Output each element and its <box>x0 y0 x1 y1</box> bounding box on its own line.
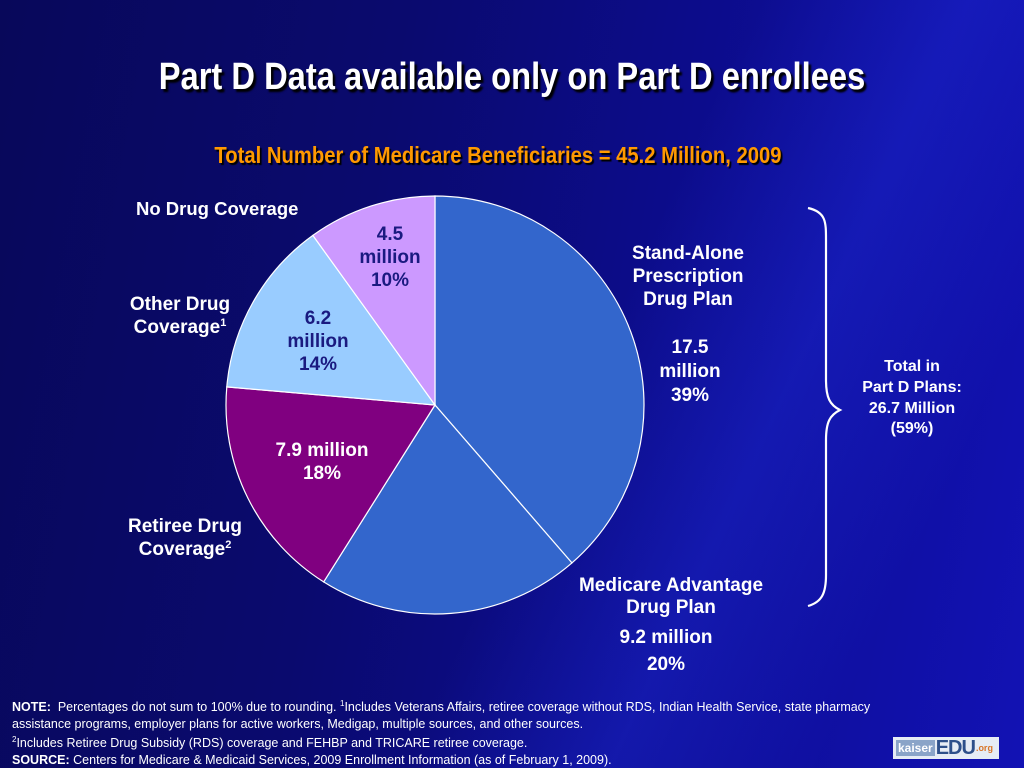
pie-slice-medicare-advantage-drug-plan <box>322 403 573 615</box>
footnote-1-marker: 1 <box>220 316 227 329</box>
fn1-text: Includes Veterans Affairs, retiree cover… <box>12 700 871 731</box>
label-sa-line3: Drug Plan <box>643 288 733 310</box>
label-retiree-drug-coverage: Retiree Drug Coverage2 <box>110 516 260 562</box>
pie-slice-no-drug-coverage <box>312 195 436 407</box>
label-ma-line1: Medicare Advantage <box>578 575 764 596</box>
brace <box>807 206 843 608</box>
label-medicare-advantage: Medicare Advantage Drug Plan <box>556 575 786 620</box>
logo-kaiser: kaiser <box>896 740 935 756</box>
pie-slice-other-drug-coverage <box>226 234 437 406</box>
annotation-line1: Total in <box>884 358 940 375</box>
value-sa-line1: 17.5 <box>671 337 709 358</box>
pie-slice-stand-alone-prescription-drug-plan <box>434 195 645 564</box>
value-other-drug-coverage: 6.2 million 14% <box>272 308 364 376</box>
label-sa-line1: Stand-Alone <box>632 243 744 264</box>
fn2-mark: 2 <box>12 735 17 744</box>
annotation-line2: Part D Plans: <box>862 378 962 396</box>
part-d-total-annotation: Total in Part D Plans: 26.7 Million (59%… <box>842 357 982 440</box>
fn1-mark: 1 <box>340 699 345 708</box>
footnotes: NOTE: Percentages do not sum to 100% due… <box>12 696 872 768</box>
annotation-line4: (59%) <box>890 420 934 438</box>
value-ma: 9.2 million <box>619 627 713 648</box>
label-retiree-line2: Coverage <box>138 538 226 560</box>
percent-no: 10% <box>370 269 410 291</box>
percent-sa: 39% <box>670 384 710 406</box>
label-stand-alone-pdp: Stand-Alone Prescription Drug Plan <box>608 243 768 311</box>
label-ma-line2: Drug Plan <box>626 597 716 619</box>
chart-title: Total Number of Medicare Beneficiaries =… <box>214 142 782 168</box>
source-label: SOURCE: <box>12 752 70 767</box>
note-text: Percentages do not sum to 100% due to ro… <box>57 700 337 714</box>
fn2-text: Includes Retiree Drug Subsidy (RDS) cove… <box>16 736 528 750</box>
logo-org: .org <box>975 743 993 753</box>
value-other-line2: million <box>287 330 349 352</box>
source-text: Centers for Medicare & Medicaid Services… <box>73 752 612 767</box>
value-sa-line2: million <box>659 360 721 382</box>
percent-retiree: 18% <box>302 462 342 484</box>
annotation-line3: 26.7 Million <box>868 399 956 417</box>
value-retiree-drug-coverage: 7.9 million 18% <box>262 440 382 486</box>
label-other-line2: Coverage <box>133 316 221 338</box>
note-label: NOTE: <box>12 700 51 714</box>
value-retiree: 7.9 million <box>275 440 369 461</box>
label-other-line1: Other Drug <box>129 294 231 315</box>
label-no-drug-coverage: No Drug Coverage <box>136 198 299 219</box>
value-no-line2: million <box>359 246 421 268</box>
label-sa-line2: Prescription <box>632 265 744 287</box>
value-no-line1: 4.5 <box>376 224 404 245</box>
value-other-line1: 6.2 <box>304 308 332 329</box>
value-no-drug-coverage: 4.5 million 10% <box>345 224 435 292</box>
logo-edu: EDU <box>935 736 976 759</box>
percent-other: 14% <box>298 353 338 375</box>
value-medicare-advantage: 9.2 million 20% <box>596 625 736 678</box>
label-retiree-line1: Retiree Drug <box>127 516 243 537</box>
value-stand-alone-pdp: 17.5 million 39% <box>640 336 740 407</box>
pie-slice-retiree-drug-coverage <box>225 386 437 583</box>
slide-title: Part D Data available only on Part D enr… <box>158 56 866 98</box>
percent-ma: 20% <box>646 653 686 675</box>
kaiser-edu-logo[interactable]: kaiser EDU .org <box>893 737 999 759</box>
label-other-drug-coverage: Other Drug Coverage1 <box>110 294 250 340</box>
footnote-2-marker: 2 <box>225 538 232 551</box>
